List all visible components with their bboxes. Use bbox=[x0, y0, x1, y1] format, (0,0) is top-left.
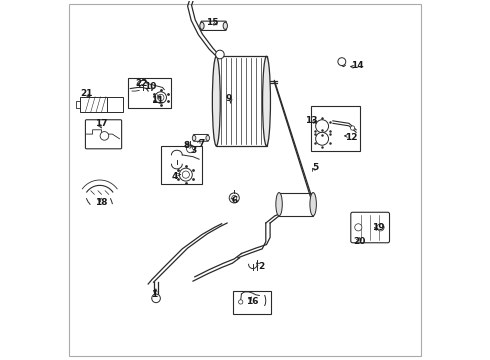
Bar bbox=[80, 97, 107, 112]
Circle shape bbox=[316, 120, 329, 133]
Text: 9: 9 bbox=[226, 94, 232, 103]
Bar bbox=[128, 78, 171, 108]
Text: 19: 19 bbox=[372, 223, 385, 232]
Circle shape bbox=[187, 145, 195, 153]
Text: 2: 2 bbox=[258, 262, 264, 271]
Circle shape bbox=[338, 58, 346, 66]
Text: 11: 11 bbox=[151, 95, 163, 104]
Ellipse shape bbox=[192, 135, 196, 141]
Circle shape bbox=[232, 195, 237, 201]
Bar bbox=[216, 56, 267, 146]
Text: 6: 6 bbox=[231, 196, 238, 205]
FancyBboxPatch shape bbox=[194, 134, 208, 141]
Text: 5: 5 bbox=[312, 163, 318, 172]
Circle shape bbox=[155, 92, 167, 103]
Circle shape bbox=[229, 193, 239, 203]
Bar bbox=[107, 97, 123, 112]
Circle shape bbox=[216, 50, 224, 59]
Text: 18: 18 bbox=[96, 198, 108, 207]
Text: 16: 16 bbox=[245, 297, 258, 306]
Text: 7: 7 bbox=[198, 139, 204, 148]
Ellipse shape bbox=[206, 135, 210, 141]
Ellipse shape bbox=[200, 22, 204, 30]
Circle shape bbox=[239, 300, 243, 304]
Ellipse shape bbox=[223, 22, 227, 30]
Text: 8: 8 bbox=[184, 141, 190, 150]
Circle shape bbox=[157, 94, 164, 101]
Bar bbox=[279, 193, 313, 216]
Bar bbox=[161, 146, 202, 184]
Text: 3: 3 bbox=[190, 146, 196, 155]
Text: 1: 1 bbox=[151, 289, 157, 298]
Ellipse shape bbox=[212, 56, 220, 146]
Text: 4: 4 bbox=[172, 172, 178, 181]
Circle shape bbox=[179, 168, 192, 181]
Circle shape bbox=[350, 126, 355, 130]
Text: 17: 17 bbox=[95, 119, 108, 128]
FancyBboxPatch shape bbox=[85, 120, 122, 149]
Ellipse shape bbox=[276, 193, 282, 216]
Text: 15: 15 bbox=[206, 18, 219, 27]
Text: 10: 10 bbox=[145, 82, 157, 91]
Bar bbox=[311, 107, 360, 151]
Circle shape bbox=[355, 224, 362, 231]
Ellipse shape bbox=[310, 193, 317, 216]
FancyBboxPatch shape bbox=[351, 212, 390, 243]
Circle shape bbox=[152, 294, 160, 303]
Text: 13: 13 bbox=[305, 116, 318, 125]
Bar bbox=[233, 291, 271, 315]
Text: 14: 14 bbox=[350, 61, 363, 70]
Ellipse shape bbox=[263, 56, 270, 146]
Text: 22: 22 bbox=[135, 80, 148, 89]
Text: 20: 20 bbox=[354, 237, 366, 246]
Circle shape bbox=[377, 224, 384, 231]
FancyBboxPatch shape bbox=[201, 21, 226, 31]
Text: 21: 21 bbox=[80, 89, 93, 98]
Text: 12: 12 bbox=[344, 133, 357, 142]
Circle shape bbox=[100, 132, 109, 140]
Circle shape bbox=[316, 132, 329, 145]
Circle shape bbox=[182, 171, 190, 178]
